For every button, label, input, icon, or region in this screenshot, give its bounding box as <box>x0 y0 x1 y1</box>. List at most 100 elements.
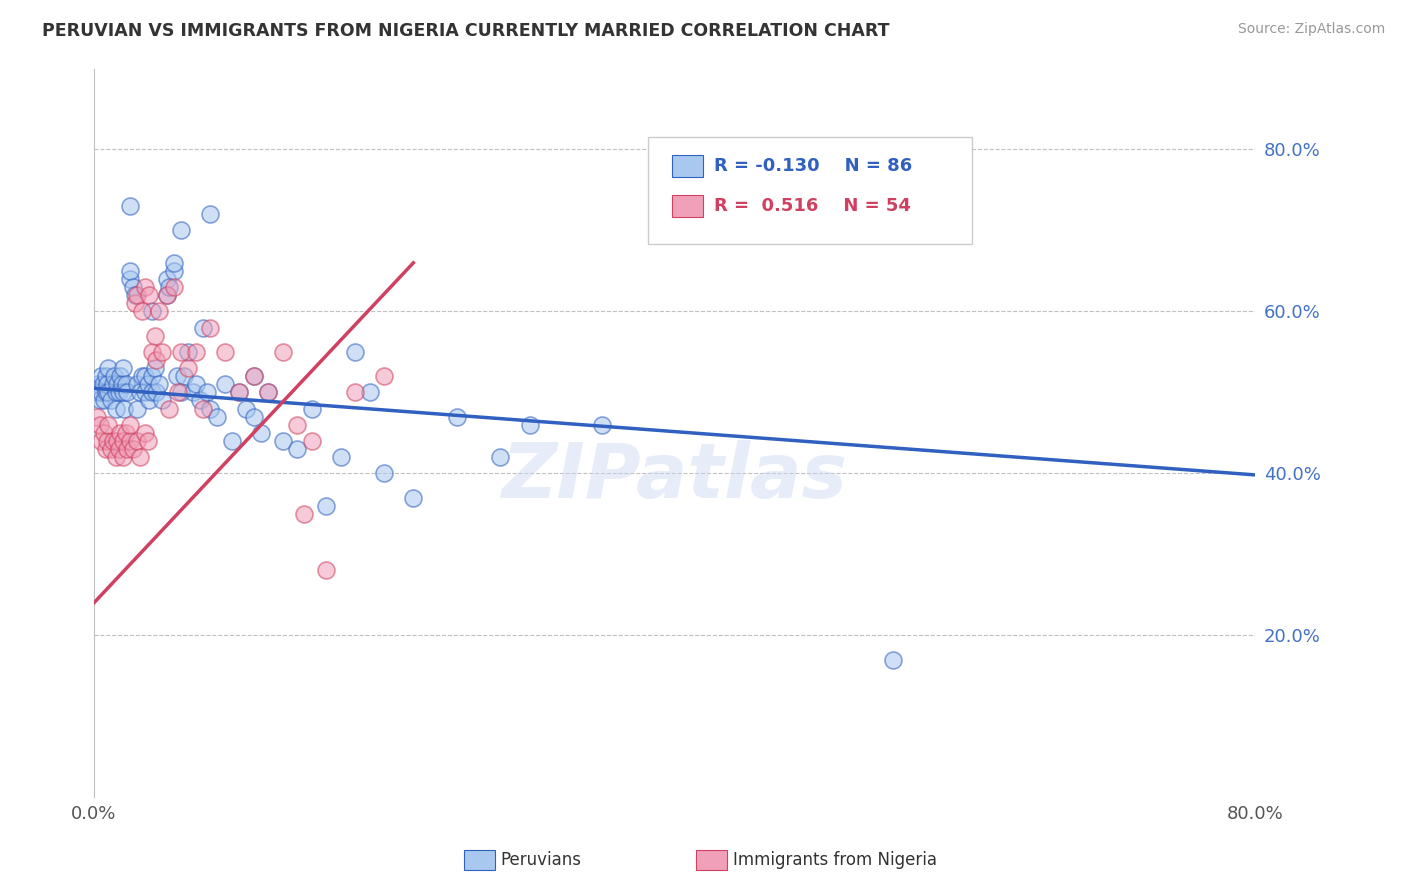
Point <box>344 385 367 400</box>
Point <box>134 425 156 440</box>
Point <box>145 385 167 400</box>
Point <box>94 442 117 456</box>
Point <box>131 304 153 318</box>
Point <box>214 377 236 392</box>
Point <box>97 361 120 376</box>
Point <box>301 401 323 416</box>
Point <box>143 328 166 343</box>
Point <box>89 417 111 432</box>
Point <box>134 369 156 384</box>
Point <box>138 288 160 302</box>
Point <box>127 288 149 302</box>
Point <box>134 280 156 294</box>
Point <box>105 377 128 392</box>
Point <box>271 434 294 448</box>
Point <box>221 434 243 448</box>
Point <box>108 369 131 384</box>
Point <box>129 450 152 464</box>
Point <box>120 272 142 286</box>
Point <box>104 450 127 464</box>
Point <box>141 344 163 359</box>
Point <box>257 385 280 400</box>
Point <box>97 385 120 400</box>
Point <box>111 361 134 376</box>
Point <box>285 442 308 456</box>
Point <box>127 434 149 448</box>
Point <box>373 467 395 481</box>
Point <box>184 377 207 392</box>
Point <box>148 377 170 392</box>
Point <box>112 401 135 416</box>
Point <box>285 417 308 432</box>
Point <box>177 344 200 359</box>
Point <box>195 385 218 400</box>
Point <box>127 401 149 416</box>
Point <box>127 377 149 392</box>
Point <box>228 385 250 400</box>
Point <box>111 434 134 448</box>
Point <box>155 272 177 286</box>
Point <box>136 377 159 392</box>
Point <box>129 385 152 400</box>
Point <box>489 450 512 464</box>
Point <box>93 393 115 408</box>
Point <box>108 425 131 440</box>
Point <box>344 344 367 359</box>
Point <box>107 442 129 456</box>
Point <box>150 344 173 359</box>
Point <box>101 377 124 392</box>
Point <box>124 288 146 302</box>
Point <box>120 199 142 213</box>
Point <box>101 434 124 448</box>
Point <box>155 288 177 302</box>
Point <box>198 320 221 334</box>
Point <box>141 304 163 318</box>
Point <box>402 491 425 505</box>
Text: ZIPatlas: ZIPatlas <box>502 440 848 514</box>
Point <box>242 369 264 384</box>
Point <box>100 393 122 408</box>
Point <box>104 385 127 400</box>
Text: Immigrants from Nigeria: Immigrants from Nigeria <box>733 851 936 869</box>
Point <box>170 385 193 400</box>
Point <box>184 344 207 359</box>
Point <box>315 499 337 513</box>
Point <box>117 385 139 400</box>
Point <box>198 207 221 221</box>
Point <box>228 385 250 400</box>
Point <box>882 652 904 666</box>
Point <box>115 377 138 392</box>
Point <box>105 434 128 448</box>
Point <box>100 442 122 456</box>
Point <box>136 434 159 448</box>
Point <box>329 450 352 464</box>
Point <box>214 344 236 359</box>
Point <box>373 369 395 384</box>
Point <box>188 393 211 408</box>
Point <box>159 280 181 294</box>
Point <box>86 409 108 424</box>
Point <box>191 320 214 334</box>
Point <box>207 409 229 424</box>
Point <box>591 417 613 432</box>
Point <box>145 353 167 368</box>
Point <box>111 450 134 464</box>
Point <box>97 417 120 432</box>
Point <box>93 425 115 440</box>
Point <box>271 344 294 359</box>
Point <box>90 369 112 384</box>
Point <box>257 385 280 400</box>
Point <box>170 223 193 237</box>
Point <box>117 442 139 456</box>
Point <box>170 344 193 359</box>
Point <box>138 393 160 408</box>
Point <box>104 401 127 416</box>
Point <box>124 296 146 310</box>
Point <box>96 434 118 448</box>
Point <box>107 385 129 400</box>
Point <box>163 264 186 278</box>
Text: Source: ZipAtlas.com: Source: ZipAtlas.com <box>1237 22 1385 37</box>
Point <box>359 385 381 400</box>
Point <box>120 264 142 278</box>
Point <box>122 442 145 456</box>
